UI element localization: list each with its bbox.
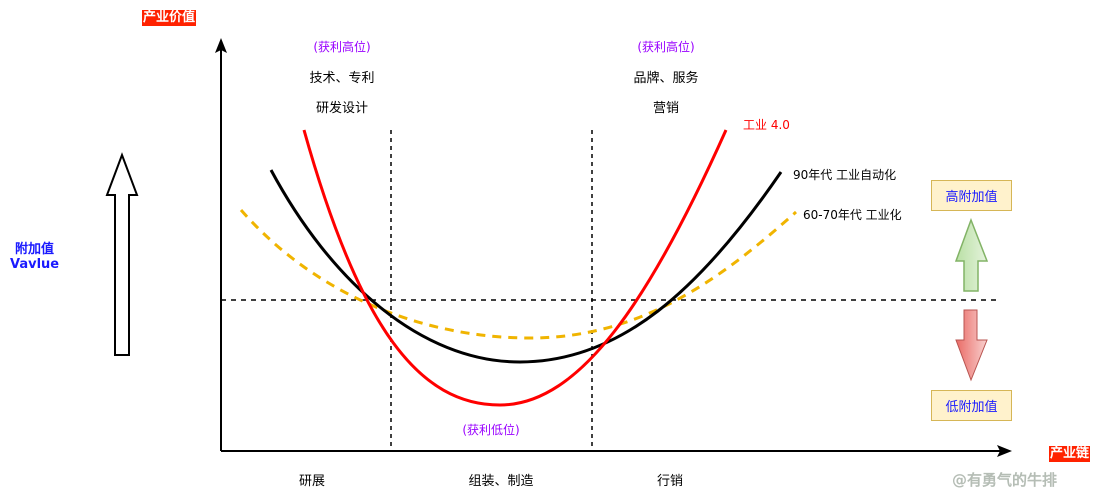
profit-low-note: (获利低位) [462, 423, 520, 437]
curve-label-industry-4: 工业 4.0 [743, 118, 790, 132]
high-value-box: 高附加值 [931, 180, 1012, 211]
y-axis-label: 产业价值 [142, 10, 197, 26]
curve-industrialization [239, 209, 798, 340]
side-label-cn: 附加值 [15, 242, 55, 257]
stage-manufacturing: 组装、制造 [468, 474, 534, 489]
green-up-arrow-icon [954, 217, 989, 292]
curve-automation [269, 169, 783, 364]
low-value-box: 低附加值 [931, 390, 1012, 421]
red-down-arrow-icon [955, 309, 988, 382]
side-label-en: Vavlue [10, 257, 60, 272]
rd-design-label: 研发设计 [315, 101, 369, 116]
brand-service-label: 品牌、服务 [633, 71, 699, 86]
hollow-up-arrow-icon [105, 152, 139, 356]
curve-industry-4 [302, 129, 728, 407]
curve-label-automation: 90年代 工业自动化 [793, 168, 897, 182]
profit-high-note-left: (获利高位) [313, 40, 371, 54]
value-side-label: 附加值 Vavlue [10, 238, 59, 272]
x-axis [221, 445, 1012, 457]
y-axis [215, 38, 227, 451]
curve-label-industrialization: 60-70年代 工业化 [803, 208, 902, 222]
watermark: @有勇气的牛排 [952, 471, 1058, 489]
tech-patent-label: 技术、专利 [309, 71, 375, 86]
stage-rd: 研展 [298, 474, 326, 489]
x-axis-label: 产业链 [1049, 446, 1091, 462]
stage-marketing: 行销 [656, 474, 684, 489]
marketing-label: 营销 [652, 101, 680, 116]
profit-high-note-right: (获利高位) [637, 40, 695, 54]
